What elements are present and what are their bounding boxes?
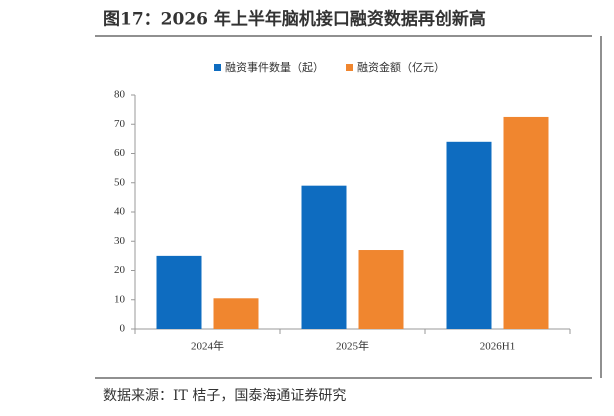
bar: [446, 141, 492, 329]
bar: [358, 250, 404, 329]
legend-label: 融资金额（亿元）: [357, 60, 445, 74]
y-tick-label: 0: [120, 323, 126, 335]
x-tick-label: 2024年: [191, 339, 224, 353]
chart-title: 图17：2026 年上半年脑机接口融资数据再创新高: [103, 9, 486, 30]
y-tick-label: 70: [114, 118, 126, 130]
legend-label: 融资事件数量（起）: [225, 61, 324, 74]
x-tick-label: 2025年: [336, 339, 369, 353]
y-tick-label: 10: [114, 293, 126, 305]
y-tick-label: 40: [114, 206, 126, 218]
bar: [156, 255, 202, 329]
y-tick-label: 50: [114, 176, 126, 188]
y-tick-label: 60: [114, 147, 126, 159]
source-note: 数据来源：IT 桔子，国泰海通证券研究: [103, 388, 346, 404]
x-tick-label: 2026H1: [480, 341, 515, 353]
legend-swatch: [214, 64, 221, 71]
legend-swatch: [346, 64, 353, 71]
y-tick-label: 80: [114, 89, 126, 101]
bar: [301, 185, 347, 329]
bar: [503, 116, 549, 329]
y-tick-label: 30: [114, 235, 126, 247]
bar: [213, 298, 259, 329]
y-tick-label: 20: [114, 264, 126, 276]
